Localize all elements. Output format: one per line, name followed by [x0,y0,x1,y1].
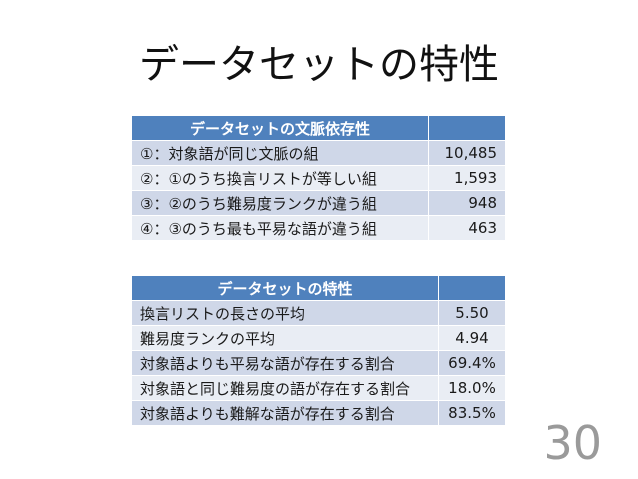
table-cell-label: ②：①のうち換言リストが等しい組 [131,165,429,191]
table-row: ②：①のうち換言リストが等しい組 1,593 [131,165,506,191]
slide-title: データセットの特性 [139,42,499,88]
table-cell-value: 463 [428,215,506,241]
table-cell-label: ④：③のうち最も平易な語が違う組 [131,215,429,241]
table-cell-value: 10,485 [428,140,506,166]
table-row: 対象語よりも難解な語が存在する割合 83.5% [131,400,506,426]
table-cell-label: 対象語よりも難解な語が存在する割合 [131,400,439,426]
table-row: 換言リストの長さの平均 5.50 [131,300,506,326]
table-row: ①：対象語が同じ文脈の組 10,485 [131,140,506,166]
table-cell-label: ①：対象語が同じ文脈の組 [131,140,429,166]
table-cell-label: 難易度ランクの平均 [131,325,439,351]
table-cell-value: 69.4% [438,350,506,376]
table-cell-label: 換言リストの長さの平均 [131,300,439,326]
table-cell-label: 対象語と同じ難易度の語が存在する割合 [131,375,439,401]
table-cell-value: 18.0% [438,375,506,401]
table-cell-value: 948 [428,190,506,216]
table-cell-value: 83.5% [438,400,506,426]
page-number: 30 [543,416,602,470]
table-row: ③：②のうち難易度ランクが違う組 948 [131,190,506,216]
table-row: ④：③のうち最も平易な語が違う組 463 [131,215,506,241]
table-header-cell: データセットの文脈依存性 [131,115,429,141]
table-cell-label: ③：②のうち難易度ランクが違う組 [131,190,429,216]
table-cell-value: 4.94 [438,325,506,351]
table-header-cell [438,275,506,301]
dataset-characteristics-table: データセットの特性 換言リストの長さの平均 5.50 難易度ランクの平均 4.9… [131,275,506,426]
table-row: 対象語と同じ難易度の語が存在する割合 18.0% [131,375,506,401]
table-cell-value: 1,593 [428,165,506,191]
context-dependency-table: データセットの文脈依存性 ①：対象語が同じ文脈の組 10,485 ②：①のうち換… [131,115,506,241]
table-cell-value: 5.50 [438,300,506,326]
table-cell-label: 対象語よりも平易な語が存在する割合 [131,350,439,376]
table-header-row: データセットの文脈依存性 [131,115,506,141]
table-row: 対象語よりも平易な語が存在する割合 69.4% [131,350,506,376]
table-header-cell [428,115,506,141]
table-row: 難易度ランクの平均 4.94 [131,325,506,351]
table-header-cell: データセットの特性 [131,275,439,301]
table-header-row: データセットの特性 [131,275,506,301]
